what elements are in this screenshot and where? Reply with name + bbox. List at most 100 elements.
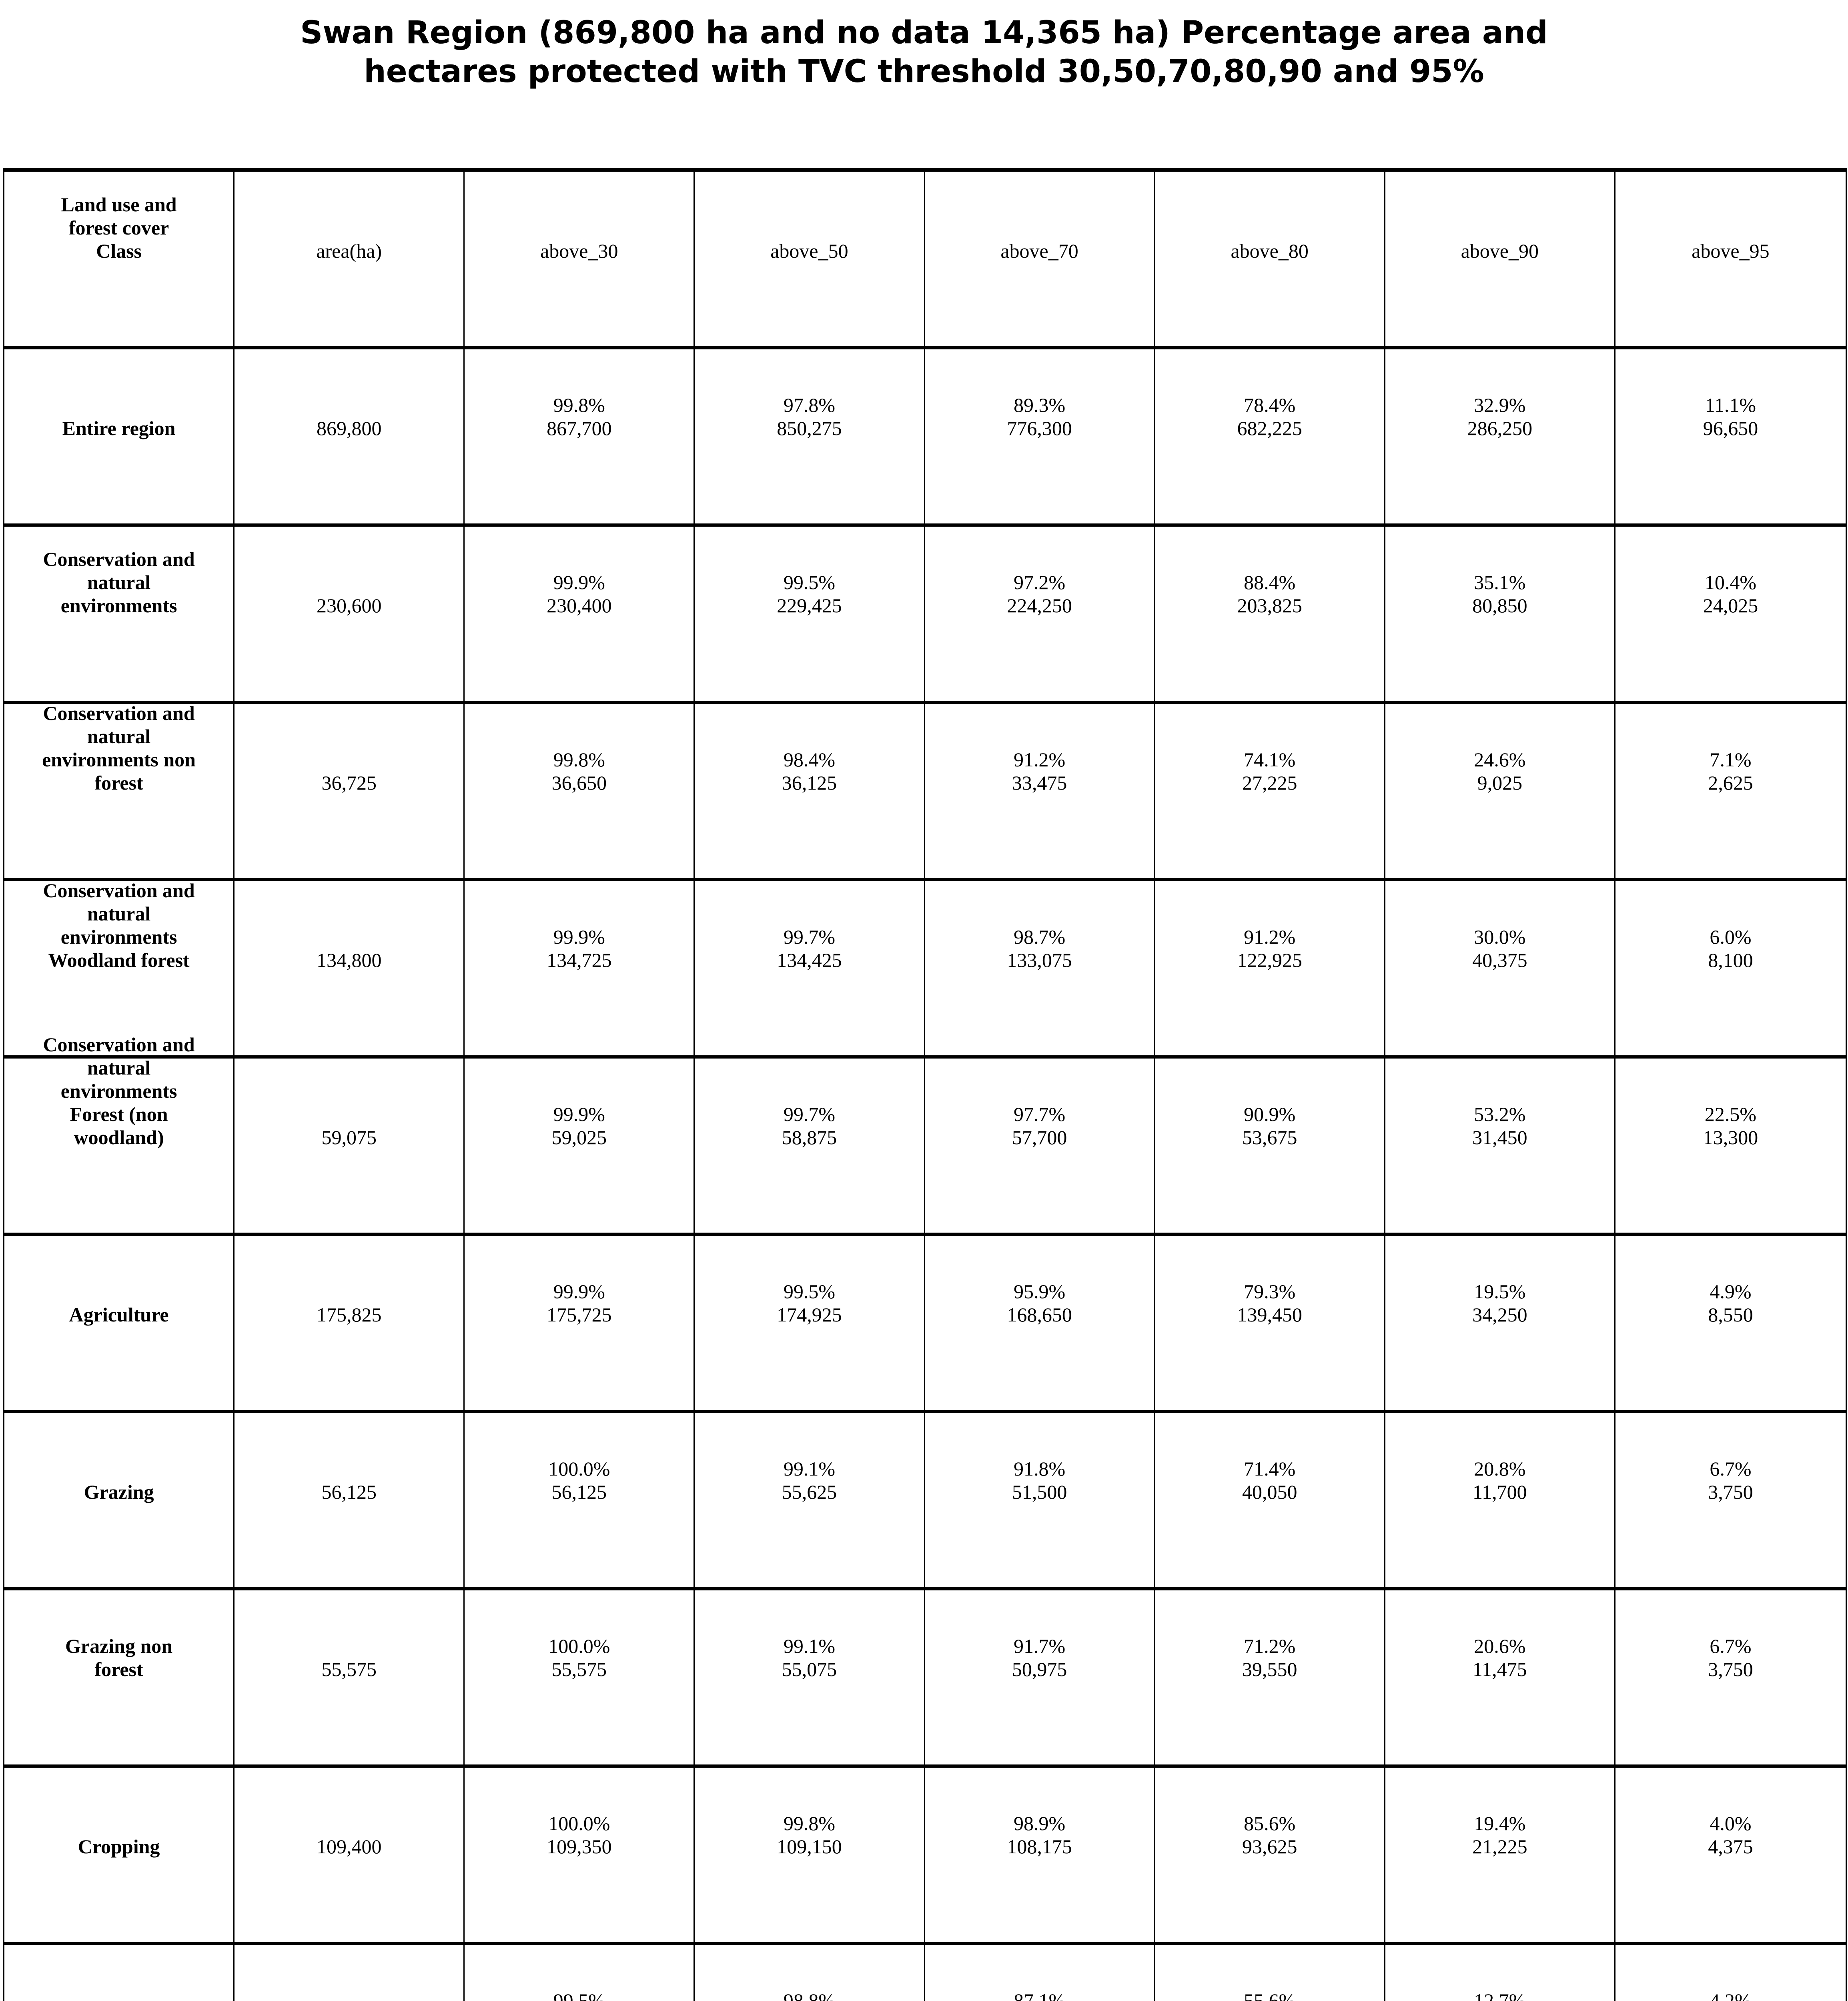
- row-above90-cell: 20.6% 11,475: [1385, 1590, 1615, 1768]
- row-area-value: 36,725: [321, 772, 377, 794]
- header-above70-label: above_70: [1000, 239, 1078, 262]
- row-area-value: 230,600: [316, 594, 382, 617]
- above50-pct-value: 97.8%: [783, 394, 836, 417]
- above50-pct-value: 99.8%: [783, 1812, 836, 1835]
- row-above95-cell: 10.4% 24,025: [1615, 527, 1846, 704]
- row-class-label: Grazing non forest: [65, 1635, 173, 1681]
- above30-ha-value: 867,700: [547, 417, 612, 440]
- header-cell-above30: above_30: [465, 172, 695, 349]
- above30-ha-value: 134,725: [547, 949, 612, 972]
- row-above70-cell: 95.9% 168,650: [925, 1236, 1155, 1413]
- row-above70-cell: 87.1% 8,775: [925, 1945, 1155, 2001]
- header-above90-label: above_90: [1461, 239, 1539, 262]
- above50-pct-value: 99.7%: [783, 1103, 836, 1126]
- row-class-label: Conservation and natural environments Wo…: [43, 879, 195, 972]
- row-class-label: Cropping: [78, 1835, 160, 1858]
- above70-pct-value: 98.7%: [1013, 926, 1066, 948]
- row-above90-cell: 32.9% 286,250: [1385, 349, 1615, 527]
- above95-ha-value: 8,100: [1708, 949, 1753, 972]
- row-above95-cell: 6.0% 8,100: [1615, 881, 1846, 1059]
- row-area-cell: 55,575: [235, 1590, 465, 1768]
- above80-ha-value: 203,825: [1237, 594, 1302, 617]
- row-above30-cell: 99.9% 175,725: [465, 1236, 695, 1413]
- row-above50-cell: 99.8% 109,150: [695, 1768, 925, 1945]
- above70-ha-value: 776,300: [1007, 417, 1072, 440]
- row-above50-cell: 99.7% 134,425: [695, 881, 925, 1059]
- above90-ha-value: 80,850: [1472, 594, 1527, 617]
- header-cell-above90: above_90: [1385, 172, 1615, 349]
- above90-pct-value: 12.7%: [1474, 1989, 1526, 2001]
- row-above70-cell: 98.9% 108,175: [925, 1768, 1155, 1945]
- above30-pct-value: 99.9%: [553, 926, 605, 948]
- above80-ha-value: 139,450: [1237, 1303, 1302, 1326]
- row-class-label: Conservation and natural environments: [43, 548, 195, 617]
- above95-ha-value: 3,750: [1708, 1658, 1753, 1681]
- above90-ha-value: 31,450: [1472, 1126, 1527, 1149]
- header-above80-label: above_80: [1231, 239, 1309, 262]
- row-above50-cell: 99.5% 229,425: [695, 527, 925, 704]
- header-above30-label: above_30: [540, 239, 618, 262]
- above30-ha-value: 56,125: [551, 1481, 607, 1504]
- row-above70-cell: 91.8% 51,500: [925, 1413, 1155, 1590]
- row-above80-cell: 85.6% 93,625: [1155, 1768, 1385, 1945]
- above90-pct-value: 19.4%: [1474, 1812, 1526, 1835]
- header-cell-area: area(ha): [235, 172, 465, 349]
- above90-pct-value: 20.6%: [1474, 1635, 1526, 1658]
- above95-ha-value: 3,750: [1708, 1481, 1753, 1504]
- above70-pct-value: 89.3%: [1013, 394, 1066, 417]
- above70-ha-value: 51,500: [1012, 1481, 1067, 1504]
- row-above50-cell: 97.8% 850,275: [695, 349, 925, 527]
- row-class-label: Entire region: [62, 417, 176, 440]
- row-above80-cell: 74.1% 27,225: [1155, 704, 1385, 881]
- row-class-cell: Entire region: [4, 349, 235, 527]
- row-class-cell: Agriculture: [4, 1236, 235, 1413]
- above50-pct-value: 99.5%: [783, 571, 836, 594]
- above70-ha-value: 57,700: [1012, 1126, 1067, 1149]
- row-area-value: 869,800: [316, 417, 382, 440]
- above50-ha-value: 109,150: [777, 1835, 842, 1858]
- row-above80-cell: 91.2% 122,925: [1155, 881, 1385, 1059]
- row-class-cell: Conservation and natural environments Wo…: [4, 879, 235, 1059]
- above30-pct-value: 100.0%: [548, 1812, 610, 1835]
- above30-pct-value: 99.9%: [553, 1103, 605, 1126]
- row-above50-cell: 99.5% 174,925: [695, 1236, 925, 1413]
- above70-pct-value: 91.7%: [1013, 1635, 1066, 1658]
- row-above30-cell: 100.0% 109,350: [465, 1768, 695, 1945]
- row-above30-cell: 99.9% 230,400: [465, 527, 695, 704]
- row-above70-cell: 91.2% 33,475: [925, 704, 1155, 881]
- row-above70-cell: 97.2% 224,250: [925, 527, 1155, 704]
- row-class-cell: Irrigation: [4, 1945, 235, 2001]
- row-class-cell: Grazing non forest: [4, 1590, 235, 1768]
- above90-ha-value: 9,025: [1477, 772, 1523, 794]
- above90-pct-value: 24.6%: [1474, 748, 1526, 771]
- row-above90-cell: 19.4% 21,225: [1385, 1768, 1615, 1945]
- above95-ha-value: 2,625: [1708, 772, 1753, 794]
- above90-pct-value: 35.1%: [1474, 571, 1526, 594]
- above95-pct-value: 22.5%: [1704, 1103, 1757, 1126]
- above70-pct-value: 98.9%: [1013, 1812, 1066, 1835]
- row-above95-cell: 7.1% 2,625: [1615, 704, 1846, 881]
- above30-ha-value: 175,725: [547, 1303, 612, 1326]
- row-above30-cell: 99.8% 867,700: [465, 349, 695, 527]
- above80-pct-value: 88.4%: [1244, 571, 1296, 594]
- header-cell-above70: above_70: [925, 172, 1155, 349]
- above50-ha-value: 229,425: [777, 594, 842, 617]
- above80-pct-value: 55.6%: [1244, 1989, 1296, 2001]
- above80-pct-value: 91.2%: [1244, 926, 1296, 948]
- above50-pct-value: 99.7%: [783, 926, 836, 948]
- above30-pct-value: 99.9%: [553, 571, 605, 594]
- above70-pct-value: 95.9%: [1013, 1280, 1066, 1303]
- above50-ha-value: 58,875: [782, 1126, 837, 1149]
- row-above50-cell: 98.8% 9,950: [695, 1945, 925, 2001]
- above70-ha-value: 133,075: [1007, 949, 1072, 972]
- row-above95-cell: 11.1% 96,650: [1615, 349, 1846, 527]
- above30-pct-value: 100.0%: [548, 1635, 610, 1658]
- header-above95-label: above_95: [1692, 239, 1770, 262]
- above95-pct-value: 6.7%: [1710, 1635, 1752, 1658]
- row-above30-cell: 99.5% 10,025: [465, 1945, 695, 2001]
- above70-ha-value: 168,650: [1007, 1303, 1072, 1326]
- above95-ha-value: 8,550: [1708, 1303, 1753, 1326]
- row-above90-cell: 20.8% 11,700: [1385, 1413, 1615, 1590]
- row-area-cell: 230,600: [235, 527, 465, 704]
